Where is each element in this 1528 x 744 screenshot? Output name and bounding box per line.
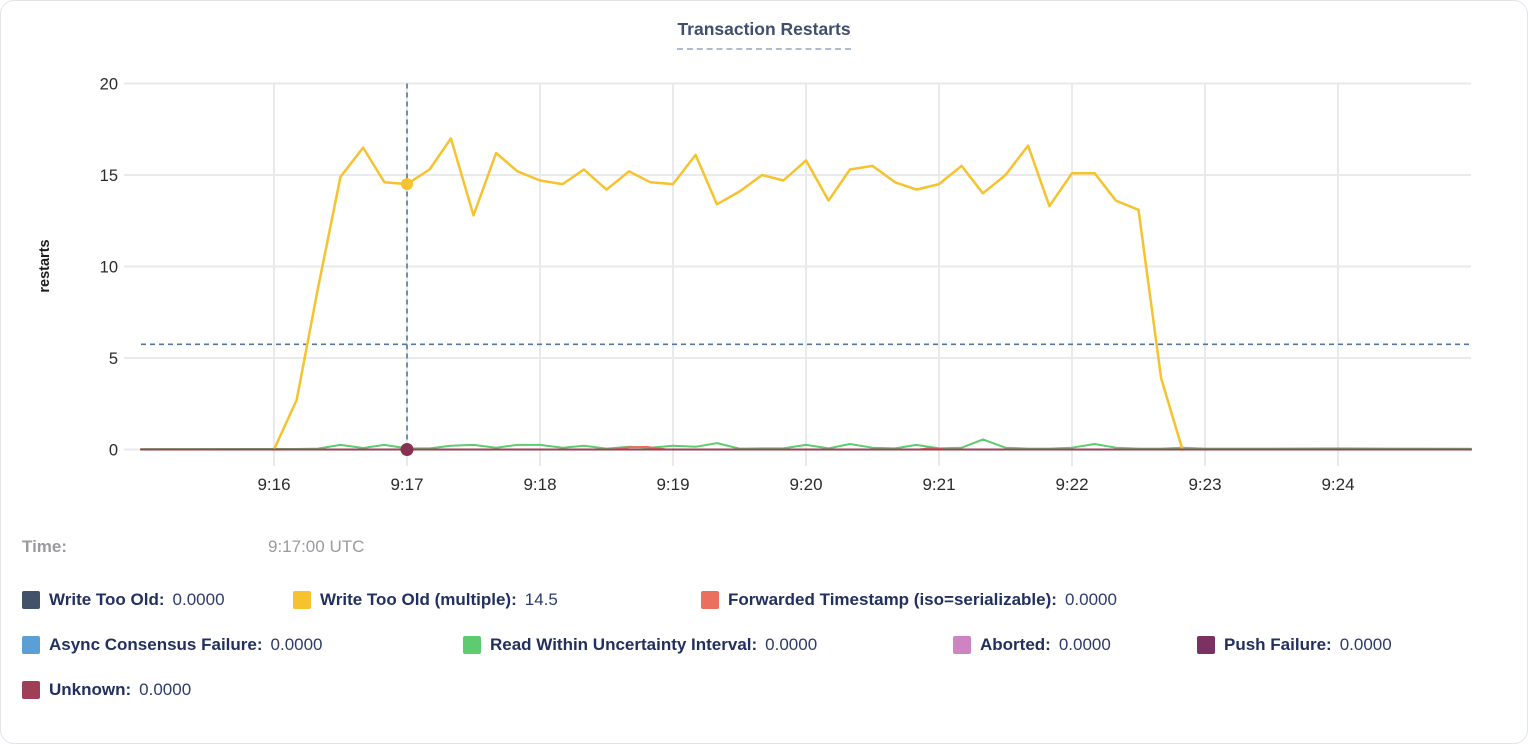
- x-tick-label: 9:23: [1188, 475, 1221, 494]
- legend-item-write-too-old[interactable]: Write Too Old: 0.0000: [22, 590, 225, 610]
- legend-item-write-too-old-multiple[interactable]: Write Too Old (multiple): 14.5: [293, 590, 558, 610]
- legend-item-unknown[interactable]: Unknown: 0.0000: [22, 680, 191, 700]
- y-tick-label: 15: [100, 167, 118, 185]
- legend-item-push-failure[interactable]: Push Failure: 0.0000: [1197, 635, 1392, 655]
- legend-item-aborted[interactable]: Aborted: 0.0000: [953, 635, 1111, 655]
- series-line-read-within-uncertainty-interval: [140, 438, 1472, 451]
- series-swatch-unknown: [22, 681, 40, 699]
- legend-value: 0.0000: [1058, 635, 1111, 654]
- y-tick-label: 0: [109, 442, 118, 460]
- line-chart-svg[interactable]: 0 5 10 15 20 9:16 9:17 9:18 9:19 9:20 9:21 9:22 9:23…: [1, 1, 1528, 516]
- hover-point-write-too-old-multiple-: [401, 178, 413, 191]
- series-swatch-async-consensus-failure: [22, 636, 40, 654]
- legend-value: 0.0000: [1064, 590, 1117, 609]
- legend-label: Write Too Old (multiple):: [320, 590, 517, 609]
- legend-label: Read Within Uncertainty Interval:: [490, 635, 758, 654]
- series-line-write-too-old-multiple-: [272, 137, 1184, 451]
- series-swatch-aborted: [953, 636, 971, 654]
- legend-value: 0.0000: [1339, 635, 1392, 654]
- x-tick-label: 9:24: [1321, 475, 1354, 494]
- x-tick-label: 9:22: [1055, 475, 1088, 494]
- legend-label: Push Failure:: [1224, 635, 1332, 654]
- x-tick-label: 9:16: [257, 475, 290, 494]
- time-label: Time:: [22, 537, 68, 556]
- legend-label: Aborted:: [980, 635, 1051, 654]
- hover-point-unknown: [400, 443, 414, 456]
- x-tick-label: 9:21: [922, 475, 955, 494]
- legend-value: 0.0000: [270, 635, 323, 654]
- legend-label: Async Consensus Failure:: [49, 635, 263, 654]
- legend-value: 0.0000: [765, 635, 818, 654]
- legend-value: 14.5: [524, 590, 558, 609]
- y-tick-label: 10: [100, 259, 118, 277]
- series-swatch-push-failure: [1197, 636, 1215, 654]
- time-value: 9:17:00 UTC: [268, 537, 365, 556]
- legend-item-async-consensus-failure[interactable]: Async Consensus Failure: 0.0000: [22, 635, 323, 655]
- legend-item-forwarded-timestamp[interactable]: Forwarded Timestamp (iso=serializable): …: [701, 590, 1117, 610]
- legend-label: Forwarded Timestamp (iso=serializable):: [728, 590, 1057, 609]
- legend-label: Unknown:: [49, 680, 132, 699]
- series-swatch-write-too-old-multiple: [293, 591, 311, 609]
- y-axis-label: restarts: [37, 239, 53, 292]
- series-swatch-forwarded-timestamp: [701, 591, 719, 609]
- legend-value: 0.0000: [172, 590, 225, 609]
- y-tick-label: 20: [100, 76, 118, 94]
- x-tick-label: 9:18: [523, 475, 556, 494]
- y-tick-label: 5: [109, 350, 118, 368]
- x-tick-label: 9:19: [656, 475, 689, 494]
- series-swatch-write-too-old: [22, 591, 40, 609]
- legend-value: 0.0000: [139, 680, 192, 699]
- legend-item-read-within-uncertainty[interactable]: Read Within Uncertainty Interval: 0.0000: [463, 635, 817, 655]
- x-tick-label: 9:17: [390, 475, 423, 494]
- x-tick-label: 9:20: [789, 475, 822, 494]
- chart-header: Transaction Restarts: [1, 19, 1527, 50]
- series-swatch-read-within-uncertainty: [463, 636, 481, 654]
- chart-title[interactable]: Transaction Restarts: [677, 19, 851, 50]
- legend-label: Write Too Old:: [49, 590, 165, 609]
- chart-area[interactable]: 0 5 10 15 20 9:16 9:17 9:18 9:19 9:20 9:21 9:22 9:23…: [1, 1, 1528, 516]
